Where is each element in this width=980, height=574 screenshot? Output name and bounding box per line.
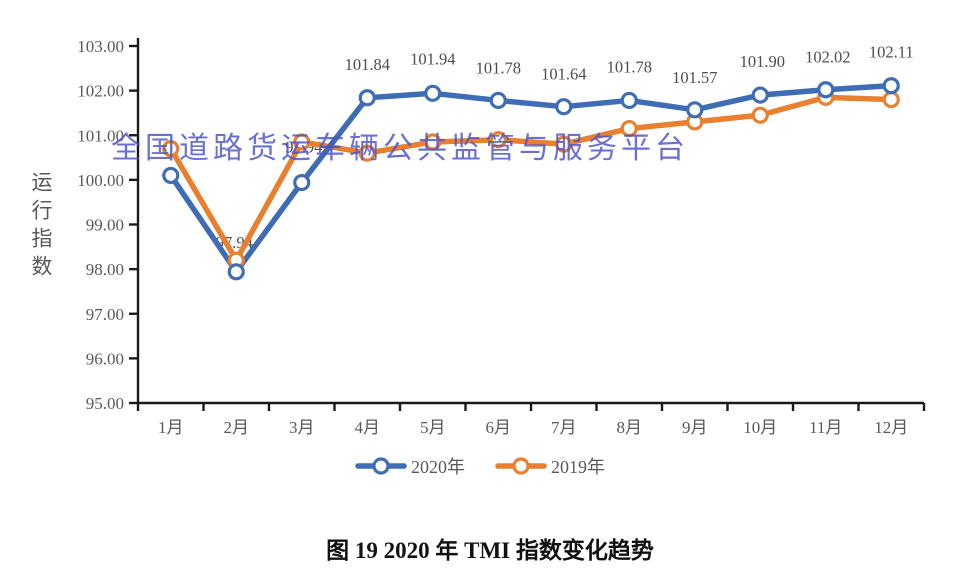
x-tick-label: 2月 bbox=[224, 418, 250, 437]
series-markers-2019年 bbox=[162, 88, 900, 269]
data-point-marker bbox=[227, 263, 245, 281]
legend-swatch-marker bbox=[372, 457, 390, 475]
data-label: 101.90 bbox=[740, 52, 785, 71]
data-label: 101.84 bbox=[345, 55, 390, 74]
x-tick-label: 12月 bbox=[874, 418, 908, 437]
series-line-2020年 bbox=[168, 82, 894, 275]
data-label: 101.78 bbox=[476, 58, 521, 77]
data-point-marker bbox=[489, 131, 507, 149]
data-label: 102.11 bbox=[869, 43, 914, 62]
legend-swatch-marker bbox=[512, 457, 530, 475]
data-point-marker bbox=[358, 144, 376, 162]
y-tick-label: 100.00 bbox=[77, 171, 124, 190]
x-tick-label: 7月 bbox=[551, 418, 577, 437]
data-point-marker bbox=[817, 81, 835, 99]
data-point-marker bbox=[555, 135, 573, 153]
x-tick-label: 1月 bbox=[158, 418, 184, 437]
x-tick-label: 6月 bbox=[486, 418, 512, 437]
data-point-marker bbox=[293, 133, 311, 151]
tmi-line-chart: 95.00 96.00 97.00 98.00 99.00 100.00 101.00 102… bbox=[32, 37, 926, 477]
y-tick-label: 97.00 bbox=[86, 305, 124, 324]
data-point-marker bbox=[424, 84, 442, 102]
data-point-marker bbox=[162, 166, 180, 185]
series-markers-2020年 bbox=[162, 77, 900, 281]
data-point-marker bbox=[424, 133, 442, 151]
y-tick-label: 101.00 bbox=[77, 126, 124, 145]
legend-label: 2019年 bbox=[551, 457, 605, 477]
data-point-marker bbox=[882, 77, 900, 95]
data-label: 102.02 bbox=[805, 48, 850, 67]
y-tick-label: 102.00 bbox=[77, 82, 124, 101]
data-point-marker bbox=[162, 140, 180, 158]
axes bbox=[129, 38, 926, 411]
x-tick-label: 9月 bbox=[682, 418, 708, 437]
data-label: 101.94 bbox=[410, 49, 455, 68]
data-point-marker bbox=[751, 86, 769, 104]
data-point-marker bbox=[686, 101, 704, 119]
x-tick-label: 4月 bbox=[355, 418, 381, 437]
data-point-marker bbox=[489, 91, 507, 110]
data-point-marker bbox=[751, 106, 769, 124]
legend-label: 2020年 bbox=[411, 457, 465, 477]
y-tick-label: 98.00 bbox=[86, 260, 124, 279]
x-tick-label: 11月 bbox=[809, 418, 842, 437]
data-label: 101.64 bbox=[541, 65, 586, 84]
data-point-marker bbox=[358, 89, 376, 107]
x-tick-label: 3月 bbox=[289, 418, 315, 437]
series-line-2019年 bbox=[168, 94, 894, 263]
svg-text:指: 指 bbox=[32, 227, 53, 251]
y-tick-label: 99.00 bbox=[86, 216, 124, 235]
y-tick-label: 103.00 bbox=[77, 37, 124, 56]
tick-labels: 95.00 96.00 97.00 98.00 99.00 100.00 101.00 102… bbox=[77, 37, 908, 437]
x-tick-label: 5月 bbox=[420, 418, 446, 437]
svg-text:数: 数 bbox=[32, 255, 53, 279]
y-tick-label: 96.00 bbox=[86, 349, 124, 368]
legend: 2020年 2019年 bbox=[355, 457, 605, 477]
data-label: 101.78 bbox=[607, 57, 652, 76]
data-point-marker bbox=[620, 119, 638, 138]
data-point-marker bbox=[555, 98, 573, 116]
x-tick-label: 10月 bbox=[743, 418, 777, 437]
svg-text:行: 行 bbox=[32, 199, 53, 223]
figure-caption: 图 19 2020 年 TMI 指数变化趋势 bbox=[326, 538, 654, 563]
data-point-marker bbox=[293, 173, 311, 192]
y-tick-label: 95.00 bbox=[86, 394, 124, 413]
x-tick-label: 8月 bbox=[617, 418, 643, 437]
data-label: 101.57 bbox=[672, 68, 717, 87]
svg-text:运: 运 bbox=[32, 171, 53, 195]
data-point-marker bbox=[620, 91, 638, 110]
data-point-marker bbox=[882, 90, 900, 109]
